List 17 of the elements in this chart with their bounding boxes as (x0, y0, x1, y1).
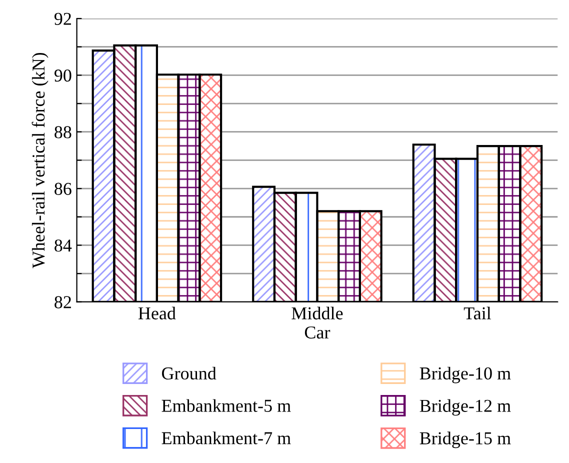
x-axis-title: Car (304, 326, 330, 339)
y-tick-label: 82 (54, 296, 71, 308)
y-tick-label: 92 (54, 12, 71, 25)
x-tick-label: Head (138, 306, 176, 320)
legend-label: Ground (162, 366, 216, 380)
y-axis-title: Wheel-rail vertical force (kN) (32, 52, 48, 268)
y-tick-label: 84 (54, 239, 72, 252)
x-tick-label: Tail (464, 306, 492, 320)
legend-label: Embankment-5 m (162, 399, 291, 412)
legend-label: Embankment-7 m (162, 432, 291, 444)
y-tick-label: 86 (54, 182, 72, 195)
legend-label: Bridge-12 m (420, 399, 511, 416)
legend-label: Bridge-10 m (420, 366, 511, 384)
x-tick-label: Middle (292, 306, 343, 320)
y-tick-label: 88 (54, 126, 72, 138)
legend-label: Bridge-15 m (420, 432, 511, 448)
y-tick-label: 90 (54, 69, 72, 82)
